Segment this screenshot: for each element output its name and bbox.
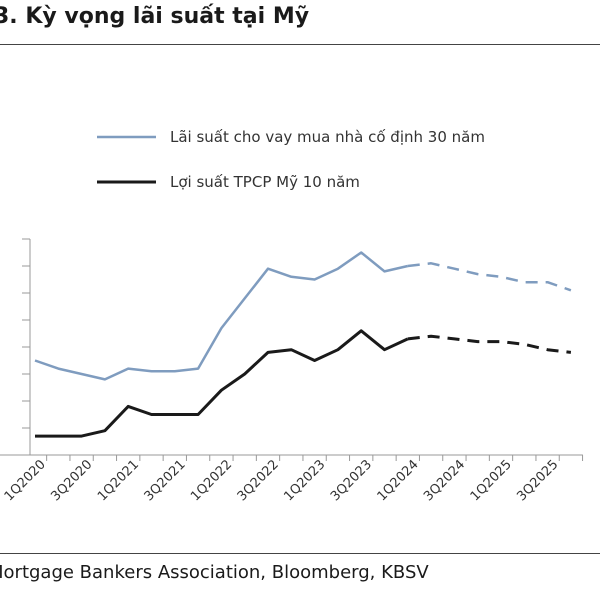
series-forecast-line-treasury-yield xyxy=(407,334,572,354)
x-tick-label-1Q2025: 1Q2025 xyxy=(468,457,515,504)
x-tick-label-1Q2020: 1Q2020 xyxy=(2,457,49,504)
series-line-mortgage-rate xyxy=(34,251,409,381)
chart-title: 3. Kỳ vọng lãi suất tại Mỹ xyxy=(0,4,310,29)
x-tick-label-1Q2024: 1Q2024 xyxy=(375,457,422,504)
axes: 1Q2020 3Q2020 1Q2021 3Q2021 1Q2022 3Q2022 1Q20… xyxy=(0,238,584,504)
x-tick-label-3Q2021: 3Q2021 xyxy=(142,457,189,504)
x-tick-label-3Q2020: 3Q2020 xyxy=(48,457,95,504)
x-tick-label-1Q2023: 1Q2023 xyxy=(281,457,328,504)
x-tick-label-3Q2022: 3Q2022 xyxy=(235,457,282,504)
legend: Lãi suất cho vay mua nhà cố định 30 năm … xyxy=(97,128,485,191)
x-tick-label-3Q2024: 3Q2024 xyxy=(421,457,468,504)
series-forecast-line-mortgage-rate xyxy=(407,262,572,292)
x-tick-label-3Q2025: 3Q2025 xyxy=(514,457,561,504)
source-divider xyxy=(0,553,600,554)
plot-area xyxy=(34,251,572,438)
legend-label-treasury-yield: Lợi suất TPCP Mỹ 10 năm xyxy=(170,173,360,191)
x-tick-label-3Q2023: 3Q2023 xyxy=(328,457,375,504)
x-tick-label-1Q2021: 1Q2021 xyxy=(95,457,142,504)
series-line-treasury-yield xyxy=(35,329,409,438)
title-divider xyxy=(0,44,600,45)
legend-label-mortgage-rate: Lãi suất cho vay mua nhà cố định 30 năm xyxy=(170,128,485,146)
x-tick-label-1Q2022: 1Q2022 xyxy=(188,457,235,504)
source-note: Mortgage Bankers Association, Bloomberg,… xyxy=(0,562,429,583)
